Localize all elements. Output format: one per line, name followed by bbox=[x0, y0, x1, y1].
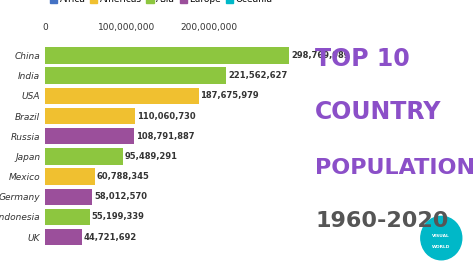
Text: WORLD: WORLD bbox=[432, 245, 450, 249]
Bar bbox=[45, 108, 135, 124]
Text: 60,788,345: 60,788,345 bbox=[96, 172, 149, 181]
Legend: Africa, Americas, Asia, Europe, Oceania: Africa, Americas, Asia, Europe, Oceania bbox=[50, 0, 273, 4]
Text: 95,489,291: 95,489,291 bbox=[125, 152, 178, 161]
Text: 58,012,570: 58,012,570 bbox=[94, 192, 147, 201]
Bar bbox=[45, 88, 199, 104]
Text: 44,721,692: 44,721,692 bbox=[83, 233, 137, 242]
Bar bbox=[45, 148, 123, 165]
Text: TOP 10: TOP 10 bbox=[315, 47, 410, 70]
Bar bbox=[45, 229, 82, 246]
Text: POPULATION: POPULATION bbox=[315, 157, 474, 178]
Text: COUNTRY: COUNTRY bbox=[315, 100, 442, 124]
Text: 108,791,887: 108,791,887 bbox=[136, 132, 194, 141]
Bar bbox=[45, 209, 90, 225]
Circle shape bbox=[421, 216, 462, 260]
Bar bbox=[45, 128, 134, 144]
Bar bbox=[45, 47, 290, 64]
Text: 55,199,339: 55,199,339 bbox=[92, 213, 145, 222]
Text: VISUAL: VISUAL bbox=[432, 234, 450, 238]
Bar bbox=[45, 67, 226, 84]
Text: 1960-2020: 1960-2020 bbox=[315, 211, 448, 231]
Text: 221,562,627: 221,562,627 bbox=[228, 71, 287, 80]
Text: 298,769,989: 298,769,989 bbox=[291, 51, 349, 60]
Bar bbox=[45, 168, 95, 185]
Text: 187,675,979: 187,675,979 bbox=[200, 91, 259, 100]
Text: 110,060,730: 110,060,730 bbox=[137, 111, 195, 120]
Bar bbox=[45, 189, 92, 205]
